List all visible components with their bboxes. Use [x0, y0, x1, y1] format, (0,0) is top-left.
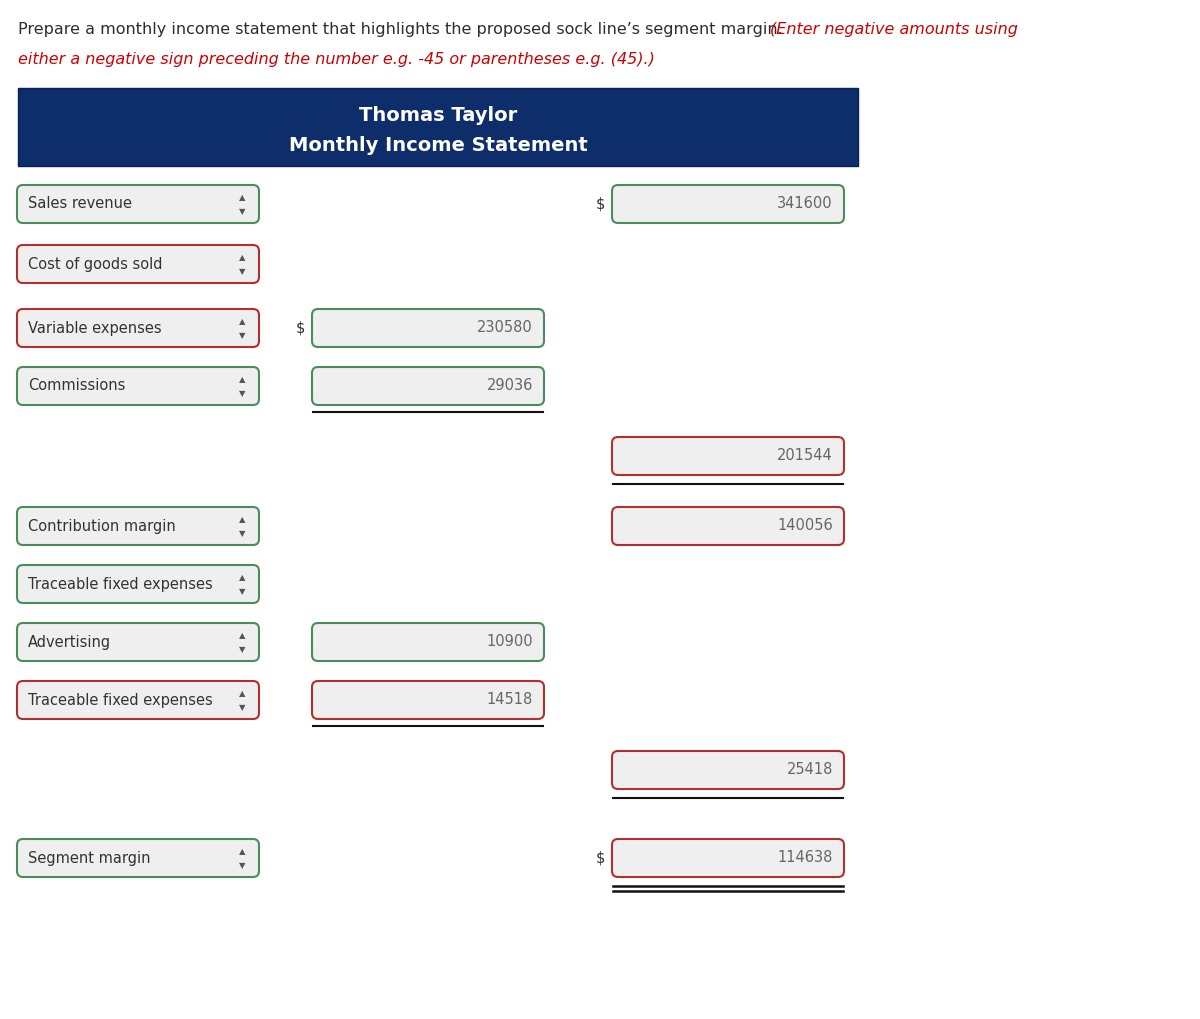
Text: 10900: 10900 — [486, 635, 533, 649]
Text: ▲: ▲ — [239, 516, 245, 525]
FancyBboxPatch shape — [17, 839, 259, 877]
FancyBboxPatch shape — [17, 507, 259, 545]
Text: ▲: ▲ — [239, 690, 245, 698]
Text: ▲: ▲ — [239, 194, 245, 203]
Text: ▼: ▼ — [239, 645, 245, 654]
Text: Monthly Income Statement: Monthly Income Statement — [289, 136, 587, 155]
Text: 140056: 140056 — [778, 519, 833, 534]
FancyBboxPatch shape — [612, 185, 844, 223]
Text: 341600: 341600 — [778, 197, 833, 212]
Text: ▲: ▲ — [239, 574, 245, 583]
Text: Commissions: Commissions — [28, 378, 125, 393]
Text: either a negative sign preceding the number e.g. -45 or parentheses e.g. (45).): either a negative sign preceding the num… — [18, 52, 655, 67]
Text: ▼: ▼ — [239, 861, 245, 870]
Text: $: $ — [595, 197, 605, 212]
Text: 29036: 29036 — [487, 378, 533, 393]
FancyBboxPatch shape — [612, 839, 844, 877]
FancyBboxPatch shape — [17, 309, 259, 347]
Text: Prepare a monthly income statement that highlights the proposed sock line’s segm: Prepare a monthly income statement that … — [18, 22, 782, 37]
FancyBboxPatch shape — [312, 309, 544, 347]
Text: Traceable fixed expenses: Traceable fixed expenses — [28, 693, 212, 707]
FancyBboxPatch shape — [17, 245, 259, 283]
FancyBboxPatch shape — [17, 623, 259, 661]
Text: ▼: ▼ — [239, 268, 245, 276]
FancyBboxPatch shape — [612, 751, 844, 789]
FancyBboxPatch shape — [17, 367, 259, 405]
FancyBboxPatch shape — [612, 507, 844, 545]
FancyBboxPatch shape — [312, 681, 544, 719]
FancyBboxPatch shape — [17, 565, 259, 603]
Text: ▲: ▲ — [239, 632, 245, 641]
Text: 114638: 114638 — [778, 851, 833, 865]
FancyBboxPatch shape — [612, 437, 844, 475]
Text: ▲: ▲ — [239, 254, 245, 263]
Text: ▲: ▲ — [239, 375, 245, 384]
Text: 14518: 14518 — [487, 693, 533, 707]
Text: Sales revenue: Sales revenue — [28, 197, 132, 212]
Text: Variable expenses: Variable expenses — [28, 321, 162, 335]
FancyBboxPatch shape — [17, 185, 259, 223]
Text: 230580: 230580 — [478, 321, 533, 335]
Text: (Enter negative amounts using: (Enter negative amounts using — [770, 22, 1018, 37]
Text: ▼: ▼ — [239, 588, 245, 596]
Text: 25418: 25418 — [787, 762, 833, 777]
Text: ▼: ▼ — [239, 703, 245, 712]
Text: Traceable fixed expenses: Traceable fixed expenses — [28, 577, 212, 591]
Text: ▲: ▲ — [239, 318, 245, 326]
FancyBboxPatch shape — [312, 367, 544, 405]
Text: ▲: ▲ — [239, 848, 245, 857]
Text: Contribution margin: Contribution margin — [28, 519, 175, 534]
Text: 201544: 201544 — [778, 448, 833, 464]
Text: $: $ — [295, 321, 305, 335]
Text: ▼: ▼ — [239, 331, 245, 340]
Text: Segment margin: Segment margin — [28, 851, 150, 865]
Text: ▼: ▼ — [239, 208, 245, 216]
FancyBboxPatch shape — [17, 681, 259, 719]
Text: Cost of goods sold: Cost of goods sold — [28, 257, 162, 271]
Text: ▼: ▼ — [239, 389, 245, 398]
Text: Advertising: Advertising — [28, 635, 112, 649]
Text: ▼: ▼ — [239, 530, 245, 538]
Text: $: $ — [595, 851, 605, 865]
Bar — [18, 88, 858, 166]
FancyBboxPatch shape — [312, 623, 544, 661]
Text: Thomas Taylor: Thomas Taylor — [359, 106, 517, 125]
